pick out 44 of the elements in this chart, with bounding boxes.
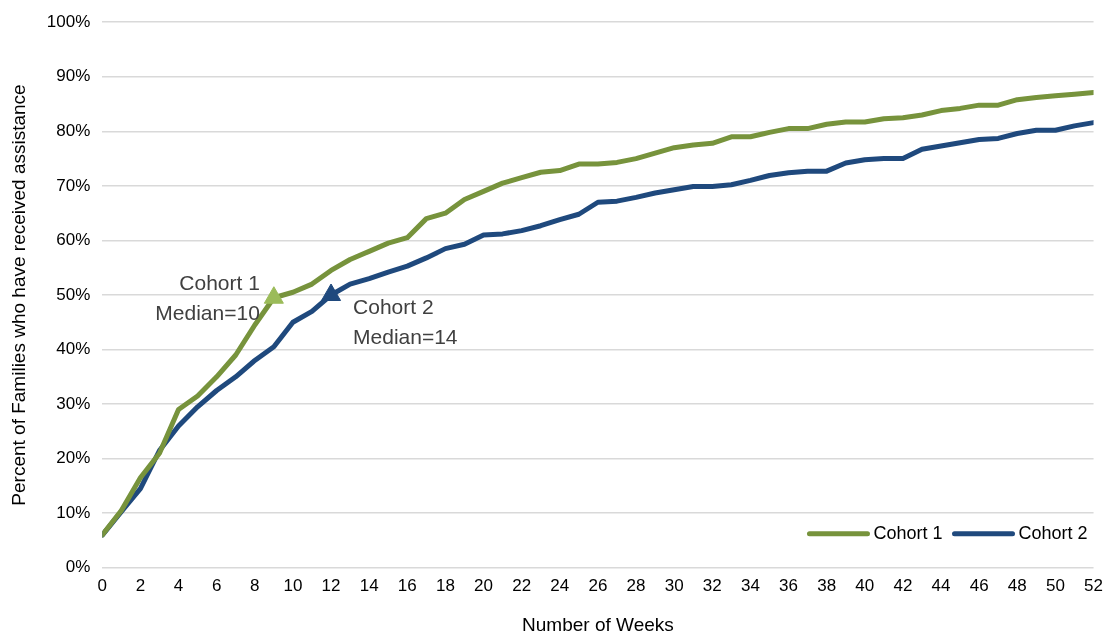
x-tick-label: 44 xyxy=(931,575,951,595)
x-tick-label: 24 xyxy=(550,575,570,595)
x-tick-label: 16 xyxy=(397,575,417,595)
x-tick-label: 48 xyxy=(1007,575,1027,595)
y-axis-title: Percent of Families who have received assistance xyxy=(7,84,29,506)
x-tick-label: 22 xyxy=(512,575,532,595)
x-tick-label: 18 xyxy=(435,575,455,595)
y-tick-label: 100% xyxy=(46,11,91,31)
y-tick-label: 10% xyxy=(56,502,91,522)
x-tick-label: 38 xyxy=(817,575,837,595)
annotation: Cohort 2 Median=14 xyxy=(353,294,458,348)
x-tick-label: 40 xyxy=(855,575,875,595)
x-tick-label: 30 xyxy=(664,575,684,595)
y-tick-label: 80% xyxy=(56,121,91,141)
y-tick-label: 20% xyxy=(56,448,91,468)
x-tick-label: 50 xyxy=(1045,575,1065,595)
x-tick-label: 42 xyxy=(893,575,913,595)
x-axis-title: Number of Weeks xyxy=(522,613,674,635)
x-tick-label: 20 xyxy=(474,575,493,595)
y-tick-label: 60% xyxy=(56,230,91,250)
x-tick-label: 34 xyxy=(740,575,760,595)
y-tick-label: 70% xyxy=(56,175,91,195)
x-tick-label: 6 xyxy=(211,575,222,595)
x-tick-label: 8 xyxy=(250,575,260,595)
y-tick-label: 30% xyxy=(56,393,91,413)
y-tick-label: 40% xyxy=(56,339,91,359)
x-tick-label: 36 xyxy=(779,575,798,595)
legend-label: Cohort 2 xyxy=(1018,522,1088,543)
x-tick-label: 32 xyxy=(702,575,722,595)
x-tick-label: 46 xyxy=(969,575,989,595)
y-tick-label: 0% xyxy=(65,557,91,577)
x-tick-label: 28 xyxy=(626,575,646,595)
x-tick-label: 0 xyxy=(97,575,108,595)
x-tick-label: 10 xyxy=(283,575,303,595)
x-tick-label: 52 xyxy=(1084,575,1104,595)
y-tick-label: 50% xyxy=(56,284,91,304)
x-tick-label: 2 xyxy=(135,575,146,595)
legend-label: Cohort 1 xyxy=(873,522,943,543)
x-tick-label: 14 xyxy=(359,575,379,595)
y-tick-label: 90% xyxy=(56,66,91,86)
annotation: Cohort 1 Median=10 xyxy=(155,270,260,324)
x-tick-label: 12 xyxy=(321,575,341,595)
x-tick-label: 4 xyxy=(173,575,184,595)
x-tick-label: 26 xyxy=(588,575,608,595)
